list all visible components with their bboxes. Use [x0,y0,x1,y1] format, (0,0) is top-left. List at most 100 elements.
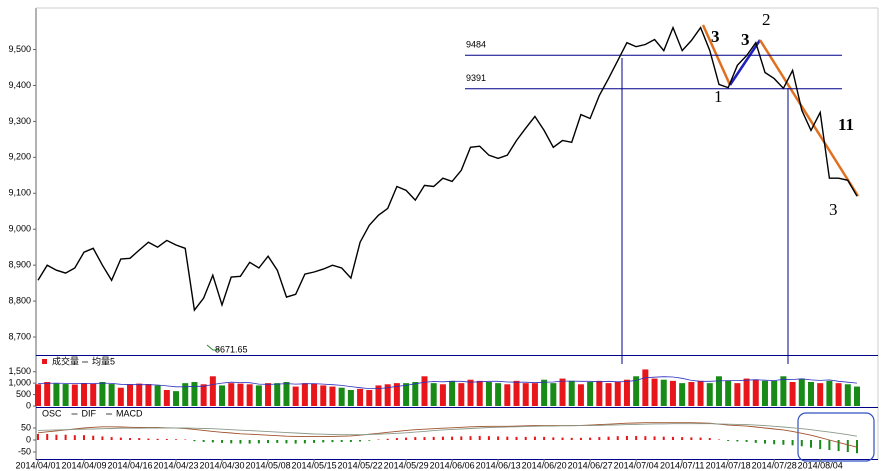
osc-bar [478,435,481,440]
osc-bar [386,438,389,440]
osc-bar [653,436,656,440]
volume-bar [173,391,180,406]
price-line [37,25,858,312]
legend-label: OSC [42,408,62,418]
volume-bar [743,378,750,406]
legend-label: DIF [82,408,97,418]
volume-bar [163,390,170,406]
volume-bar [301,383,308,406]
x-tick-label: 2014/07/18 [706,460,751,470]
volume-bar [495,383,502,406]
osc-bar [809,440,812,448]
osc-bar [165,439,168,440]
volume-bar [587,382,594,406]
volume-bar [826,380,833,406]
volume-bar [614,382,621,406]
osc-bar [129,438,132,440]
volume-bar [421,376,428,406]
volume-bar [108,384,115,406]
osc-bar [552,437,555,440]
volume-bar [62,384,69,406]
volume-bar [697,380,704,406]
y-tick-label: -50 [18,446,31,456]
volume-bar [384,384,391,406]
osc-bar [175,439,178,440]
volume-bar [706,383,713,406]
osc-bar [322,440,325,443]
osc-bar [543,436,546,440]
volume-bar [117,387,124,406]
volume-bar [725,380,732,406]
osc-bar [92,435,95,440]
volume-bar [633,376,640,406]
y-tick-label: 1,000 [8,378,31,388]
y-tick-label: 8,900 [8,260,31,270]
x-tick-label: 2014/04/23 [154,460,199,470]
volume-bar [154,385,161,406]
osc-bar [303,440,306,444]
volume-bar [209,376,216,406]
volume-bar [246,384,253,406]
volume-bar [458,383,465,406]
volume-bar [81,383,88,406]
x-tick-label: 2014/05/08 [246,460,291,470]
y-tick-label: 0 [26,400,31,410]
volume-bar [412,382,419,406]
osc-bar [469,436,472,440]
osc-bar [699,437,702,440]
osc-bar [616,436,619,440]
volume-bar [798,378,805,406]
osc-bar [570,437,573,440]
volume-bar [145,384,152,406]
y-tick-label: 9,000 [8,224,31,234]
legend-label: 成交量 [52,355,79,366]
osc-bar [423,437,426,440]
volume-bar [439,384,446,406]
x-tick-label: 2014/07/28 [752,460,797,470]
volume-bar [789,382,796,406]
osc-bar [856,440,858,454]
osc-bar [607,436,610,440]
volume-bar [393,383,400,406]
osc-bar [708,438,711,440]
volume-bar [854,386,860,406]
y-tick-label: 0 [26,434,31,444]
osc-bar [37,434,39,440]
osc-bar [83,435,86,440]
osc-bar [515,436,518,440]
x-tick-label: 2014/05/29 [384,460,429,470]
osc-bar [368,440,371,441]
volume-bar [403,383,410,406]
volume-bar [265,383,272,406]
osc-bar [221,440,224,443]
osc-bar [276,440,279,443]
volume-bar [430,383,437,406]
osc-bar [671,436,674,440]
osc-bar [202,440,205,442]
osc-bar [110,437,113,440]
volume-bar [219,385,226,406]
volume-bar [311,383,318,406]
osc-bar [635,435,638,440]
legend-swatch [42,359,47,364]
volume-bar [761,380,768,406]
osc-bar [64,434,67,440]
volume-bar [559,378,566,406]
volume-bar [274,383,281,406]
volume-bar [780,376,787,406]
volume-bar [44,382,51,406]
osc-bar [524,436,527,440]
y-tick-label: 9,300 [8,116,31,126]
wave-line [728,39,762,86]
volume-bar [642,369,649,406]
wave-label: 3 [741,30,750,49]
volume-bar [513,380,520,406]
osc-bar [598,437,601,440]
volume-bar [734,383,741,406]
y-tick-label: 8,700 [8,331,31,341]
x-tick-label: 2014/06/20 [522,460,567,470]
osc-bar [147,438,150,440]
